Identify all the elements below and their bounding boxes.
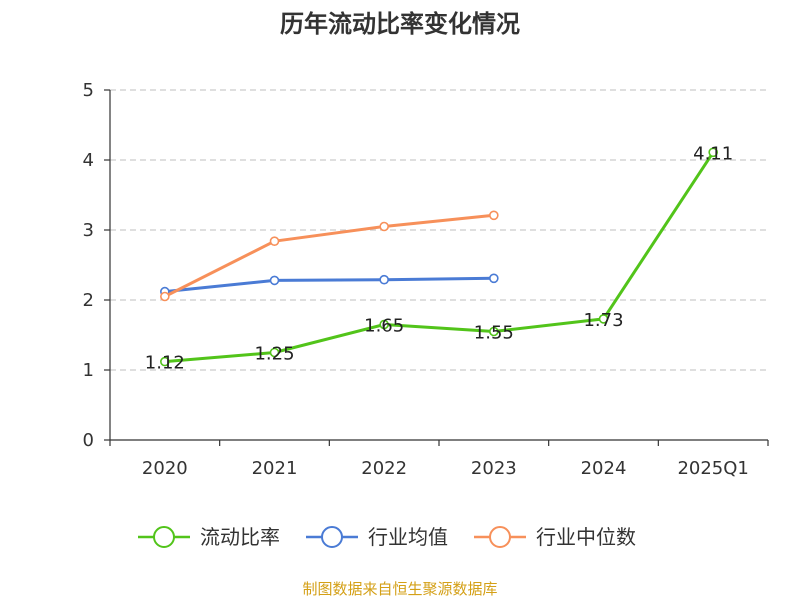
data-label: 1.65 [364, 316, 404, 337]
data-label: 1.55 [474, 323, 514, 344]
y-tick-label: 4 [83, 150, 94, 171]
data-point [269, 236, 280, 246]
legend: 流动比率 行业均值 行业中位数 [138, 525, 636, 549]
legend-marker [153, 526, 175, 548]
legend-label: 行业均值 [368, 525, 448, 549]
data-labels: 1.12 1.25 1.65 1.55 1.73 4.11 [145, 143, 733, 373]
y-tick-label: 2 [83, 290, 94, 311]
x-tick-label: 2021 [252, 458, 298, 479]
legend-label: 行业中位数 [536, 525, 636, 549]
chart-title: 历年流动比率变化情况 [280, 10, 520, 38]
data-point [379, 221, 389, 232]
legend-marker [489, 526, 511, 548]
y-tick-label: 0 [83, 430, 94, 451]
data-point [269, 275, 280, 286]
series-line-1 [164, 276, 494, 294]
data-point [379, 274, 389, 285]
y-tick-label: 3 [83, 220, 94, 241]
x-tick-label: 2025Q1 [677, 458, 748, 479]
x-tick-label: 2020 [142, 458, 188, 479]
data-point [160, 356, 170, 367]
axes: 0 1 2 3 4 5 2020 2021 2022 2023 2024 2025Q1 [83, 80, 769, 479]
data-point [708, 147, 718, 158]
data-point [489, 326, 499, 337]
data-label: 1.73 [583, 310, 623, 331]
series-layer [160, 147, 718, 367]
series-line-0 [164, 151, 715, 364]
x-tick-label: 2024 [581, 458, 627, 479]
data-label: 1.25 [254, 344, 294, 365]
data-point [489, 273, 499, 284]
series-line-2 [164, 213, 494, 298]
legend-label: 流动比率 [200, 525, 280, 549]
data-point [379, 319, 389, 330]
data-point [160, 291, 170, 302]
legend-item-1: 行业均值 [306, 525, 448, 549]
data-point [598, 314, 609, 324]
y-tick-label: 1 [83, 360, 94, 381]
data-label: 1.12 [145, 353, 185, 374]
legend-item-2: 行业中位数 [474, 525, 636, 549]
x-tick-label: 2022 [361, 458, 407, 479]
data-point [489, 210, 499, 221]
data-point [269, 347, 280, 358]
legend-item-0: 流动比率 [138, 525, 280, 549]
y-tick-label: 5 [83, 80, 94, 101]
legend-marker [321, 526, 343, 548]
x-tick-label: 2023 [471, 458, 517, 479]
data-label: 4.11 [693, 143, 733, 164]
source-note: 制图数据来自恒生聚源数据库 [302, 580, 497, 598]
